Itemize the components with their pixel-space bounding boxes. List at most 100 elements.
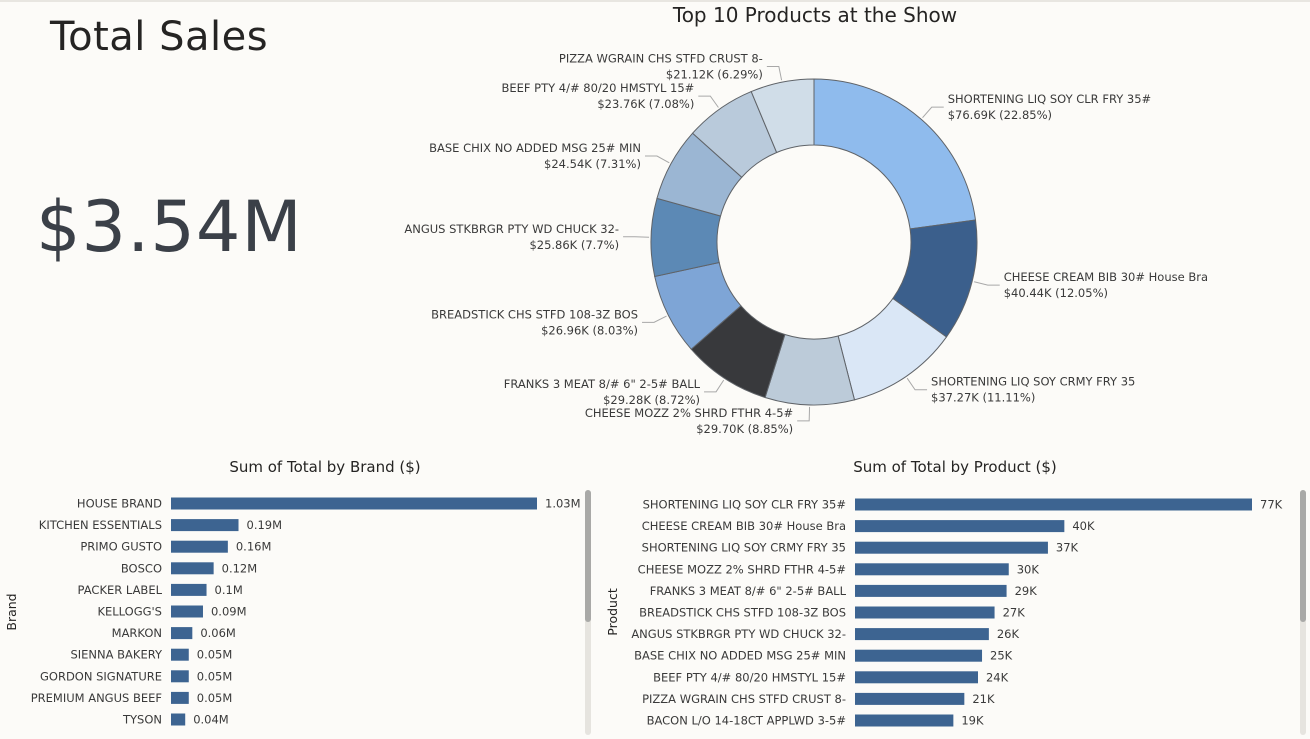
donut-slice-label: SHORTENING LIQ SOY CLR FRY 35# (948, 92, 1151, 106)
category-label: SHORTENING LIQ SOY CLR FRY 35# (643, 498, 846, 512)
product-chart-scrollbar-thumb[interactable] (1300, 490, 1306, 622)
bar[interactable] (855, 714, 954, 727)
donut-slice-label: FRANKS 3 MEAT 8/# 6" 2-5# BALL (504, 377, 701, 391)
donut-slice-value-label: $24.54K (7.31%) (544, 157, 641, 171)
data-label: 0.04M (193, 713, 229, 727)
category-label: BREADSTICK CHS STFD 108-3Z BOS (639, 606, 846, 620)
bar[interactable] (171, 519, 239, 532)
data-label: 19K (961, 714, 984, 728)
bar[interactable] (171, 540, 228, 553)
bar[interactable] (171, 713, 186, 726)
donut-leader-line (766, 65, 783, 81)
data-label: 0.16M (236, 540, 272, 554)
donut-chart-title: Top 10 Products at the Show (672, 3, 958, 27)
data-label: 24K (986, 670, 1009, 684)
bar[interactable] (855, 563, 1009, 576)
data-label: 0.06M (200, 626, 236, 640)
category-label: HOUSE BRAND (77, 497, 162, 511)
data-label: 0.19M (247, 518, 283, 532)
category-label: PACKER LABEL (78, 583, 163, 597)
data-label: 0.05M (197, 669, 233, 683)
data-label: 26K (997, 627, 1020, 641)
bar[interactable] (171, 562, 214, 575)
data-label: 0.12M (222, 561, 258, 575)
donut-slice-value-label: $26.96K (8.03%) (541, 323, 638, 337)
data-label: 0.1M (215, 583, 243, 597)
category-label: SHORTENING LIQ SOY CRMY FRY 35 (642, 541, 846, 555)
category-label: PRIMO GUSTO (80, 540, 162, 554)
donut-slice-value-label: $29.70K (8.85%) (696, 422, 793, 436)
bar[interactable] (171, 627, 193, 640)
data-label: 1.03M (545, 497, 581, 511)
bar[interactable] (171, 497, 537, 510)
donut-slice[interactable] (813, 78, 977, 230)
brand-bar-chart[interactable]: HOUSE BRAND 1.03M KITCHEN ESSENTIALS 0.19M P… (0, 480, 600, 739)
bar[interactable] (855, 628, 989, 641)
data-label: 25K (990, 649, 1013, 663)
data-label: 29K (1015, 584, 1038, 598)
donut-leader-line (797, 406, 811, 422)
donut-slice-label: BASE CHIX NO ADDED MSG 25# MIN (429, 141, 641, 155)
donut-leader-line (698, 95, 719, 108)
kpi-title: Total Sales (50, 14, 269, 60)
kpi-value[interactable]: $3.54M (36, 186, 303, 268)
category-label: BASE CHIX NO ADDED MSG 25# MIN (634, 649, 846, 663)
data-label: 0.09M (211, 605, 247, 619)
category-label: BACON L/O 14-18CT APPLWD 3-5# (647, 714, 846, 728)
brand-chart-scrollbar-thumb[interactable] (585, 490, 591, 622)
category-label: BOSCO (121, 561, 162, 575)
donut-slice[interactable] (750, 78, 815, 154)
category-label: ANGUS STKBRGR PTY WD CHUCK 32- (631, 627, 846, 641)
category-label: FRANKS 3 MEAT 8/# 6" 2-5# BALL (650, 584, 847, 598)
category-label: TYSON (122, 713, 162, 727)
donut-chart[interactable]: SHORTENING LIQ SOY CLR FRY 35# $76.69K (2… (0, 0, 1310, 450)
bar[interactable] (855, 671, 978, 684)
data-label: 0.05M (197, 691, 233, 705)
donut-slice-value-label: $25.86K (7.7%) (529, 238, 619, 252)
bar[interactable] (855, 541, 1048, 554)
donut-slice-value-label: $76.69K (22.85%) (948, 108, 1052, 122)
data-label: 27K (1003, 606, 1026, 620)
category-label: CHEESE MOZZ 2% SHRD FTHR 4-5# (638, 562, 846, 576)
category-label: PIZZA WGRAIN CHS STFD CRUST 8- (642, 692, 846, 706)
bar[interactable] (171, 670, 189, 683)
category-label: KELLOGG'S (97, 605, 162, 619)
donut-leader-line (922, 106, 944, 119)
donut-slice-label: PIZZA WGRAIN CHS STFD CRUST 8- (559, 51, 763, 65)
bar[interactable] (171, 648, 189, 661)
data-label: 37K (1056, 541, 1079, 555)
donut-slice-label: BEEF PTY 4/# 80/20 HMSTYL 15# (501, 81, 694, 95)
product-bar-chart[interactable]: SHORTENING LIQ SOY CLR FRY 35# 77K CHEESE … (600, 480, 1310, 739)
category-label: MARKON (112, 626, 162, 640)
donut-leader-line (974, 281, 1000, 286)
product-chart-title: Sum of Total by Product ($) (853, 458, 1057, 476)
brand-chart-title: Sum of Total by Brand ($) (229, 458, 421, 476)
donut-leader-line (644, 155, 670, 164)
donut-slice-value-label: $29.28K (8.72%) (603, 393, 700, 407)
top-border (0, 0, 1310, 2)
donut-leader-line (704, 379, 725, 393)
bar[interactable] (855, 649, 983, 662)
bar[interactable] (855, 520, 1065, 533)
category-label: CHEESE CREAM BIB 30# House Bra (642, 519, 846, 533)
donut-slice-value-label: $21.12K (6.29%) (666, 67, 763, 81)
bar[interactable] (855, 498, 1252, 511)
bar[interactable] (855, 584, 1007, 597)
data-label: 0.05M (197, 648, 233, 662)
data-label: 30K (1017, 562, 1040, 576)
data-label: 77K (1260, 498, 1283, 512)
bar[interactable] (171, 605, 203, 618)
bar[interactable] (171, 583, 207, 596)
brand-axis-title: Brand (4, 593, 19, 630)
donut-leader-line (906, 377, 928, 391)
bar[interactable] (855, 692, 965, 705)
category-label: BEEF PTY 4/# 80/20 HMSTYL 15# (653, 670, 846, 684)
product-axis-title: Product (605, 588, 620, 636)
data-label: 21K (972, 692, 995, 706)
category-label: PREMIUM ANGUS BEEF (31, 691, 162, 705)
donut-slice-value-label: $23.76K (7.08%) (597, 97, 694, 111)
bar[interactable] (171, 691, 189, 704)
bar[interactable] (855, 606, 995, 619)
donut-slice-label: ANGUS STKBRGR PTY WD CHUCK 32- (404, 222, 619, 236)
